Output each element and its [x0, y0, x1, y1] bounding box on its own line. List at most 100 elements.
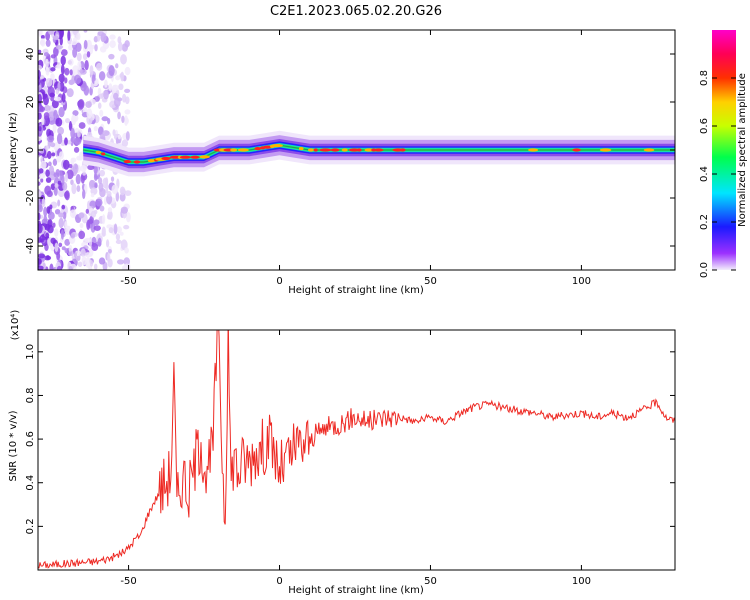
- noise-speckle: [57, 188, 65, 198]
- noise-speckle: [122, 93, 127, 103]
- noise-speckle: [119, 186, 126, 196]
- noise-speckle: [58, 73, 65, 83]
- noise-speckle: [111, 84, 117, 94]
- ridge-hotspot: [95, 150, 102, 154]
- noise-speckle: [121, 115, 125, 124]
- noise-speckle: [38, 125, 42, 132]
- snr-panel: -50 0 50 100 0.2 0.4 0.6 0.8 1.0 Height of strai…: [8, 310, 676, 596]
- noise-speckle: [97, 102, 102, 109]
- noise-speckle: [86, 51, 91, 58]
- ridge-hotspot: [179, 155, 191, 159]
- noise-speckle: [52, 222, 56, 228]
- ridge-hotspot: [356, 148, 362, 152]
- noise-speckle: [78, 212, 85, 219]
- noise-speckle: [38, 75, 41, 86]
- noise-speckle: [85, 101, 92, 108]
- noise-speckle: [65, 118, 70, 124]
- noise-speckle: [43, 112, 50, 119]
- noise-speckle: [45, 58, 49, 70]
- noise-speckle: [58, 212, 64, 218]
- noise-speckle: [98, 71, 106, 81]
- noise-speckle: [119, 192, 126, 202]
- noise-speckle: [39, 106, 46, 112]
- noise-speckle: [39, 168, 44, 174]
- noise-speckle: [70, 127, 75, 139]
- noise-speckle: [40, 160, 47, 170]
- noise-speckle: [71, 183, 77, 195]
- ridge-hotspot: [230, 148, 238, 152]
- noise-speckle: [124, 109, 131, 115]
- noise-speckle: [86, 108, 93, 119]
- ridge-hotspot: [133, 160, 141, 164]
- noise-speckle: [108, 53, 115, 60]
- noise-speckle: [57, 180, 62, 185]
- noise-speckle: [55, 168, 60, 176]
- noise-speckle: [125, 212, 131, 223]
- noise-speckle: [124, 88, 131, 93]
- noise-speckle: [125, 131, 130, 141]
- noise-speckle: [76, 52, 82, 62]
- noise-speckle: [78, 230, 86, 240]
- y-tick-label: 20: [25, 96, 36, 109]
- colorbar-tick-label: 0.4: [699, 166, 710, 182]
- noise-speckle: [83, 85, 90, 96]
- noise-speckle: [47, 150, 52, 160]
- noise-speckle: [64, 67, 70, 76]
- noise-speckle: [68, 244, 73, 253]
- noise-speckle: [46, 206, 51, 214]
- noise-speckle: [116, 226, 122, 234]
- y-tick-label: 0.4: [25, 475, 36, 491]
- noise-speckle: [124, 247, 129, 254]
- noise-speckle: [60, 49, 68, 57]
- noise-speckle: [76, 185, 81, 193]
- noise-speckle: [119, 231, 124, 236]
- noise-speckle: [70, 233, 76, 239]
- noise-speckle: [38, 222, 43, 234]
- noise-speckle: [68, 251, 74, 257]
- ridge-hotspot: [319, 148, 332, 152]
- y-tick-label: -40: [25, 238, 36, 254]
- noise-speckle: [41, 115, 45, 126]
- noise-speckle: [67, 60, 72, 65]
- ridge-band-4: [83, 143, 675, 165]
- ridge-hotspot: [237, 148, 249, 152]
- noise-speckle: [77, 130, 81, 138]
- noise-speckle: [106, 194, 113, 205]
- chart-title: C2E1.2023.065.02.20.G26: [270, 4, 442, 19]
- noise-speckle: [38, 265, 44, 270]
- noise-speckle: [83, 30, 88, 33]
- y-tick-label: 0.2: [25, 518, 36, 534]
- noise-speckle: [105, 239, 110, 248]
- noise-speckle: [38, 181, 41, 186]
- noise-speckle: [99, 205, 105, 212]
- noise-speckle: [82, 189, 86, 200]
- noise-speckle: [106, 214, 111, 220]
- ridge-hotspot: [341, 148, 348, 152]
- noise-speckle: [64, 137, 68, 146]
- y-tick-label: 0: [25, 147, 36, 153]
- noise-speckle: [109, 40, 116, 49]
- snr-frame: [37, 329, 676, 571]
- noise-speckle: [121, 139, 129, 147]
- noise-speckle: [67, 225, 71, 230]
- noise-speckle: [115, 191, 120, 202]
- noise-speckle: [38, 237, 43, 243]
- noise-speckle: [54, 208, 61, 215]
- noise-speckle: [77, 261, 83, 267]
- noise-speckle: [55, 117, 63, 127]
- y-tick-label: -20: [25, 190, 36, 206]
- noise-speckle: [55, 64, 63, 69]
- noise-speckle: [67, 30, 71, 41]
- noise-speckle: [57, 81, 61, 92]
- noise-speckle: [55, 45, 63, 50]
- ridge-band-5: [83, 144, 675, 164]
- noise-speckle: [64, 190, 70, 201]
- y-tick-label: 0.8: [25, 388, 36, 404]
- noise-speckle: [117, 134, 121, 140]
- ridge-hotspot: [101, 152, 106, 156]
- noise-speckle: [105, 177, 109, 186]
- noise-speckle: [38, 64, 43, 71]
- noise-speckle: [123, 257, 131, 266]
- colorbar-tick-label: 0.0: [699, 262, 710, 278]
- noise-speckle: [39, 148, 45, 154]
